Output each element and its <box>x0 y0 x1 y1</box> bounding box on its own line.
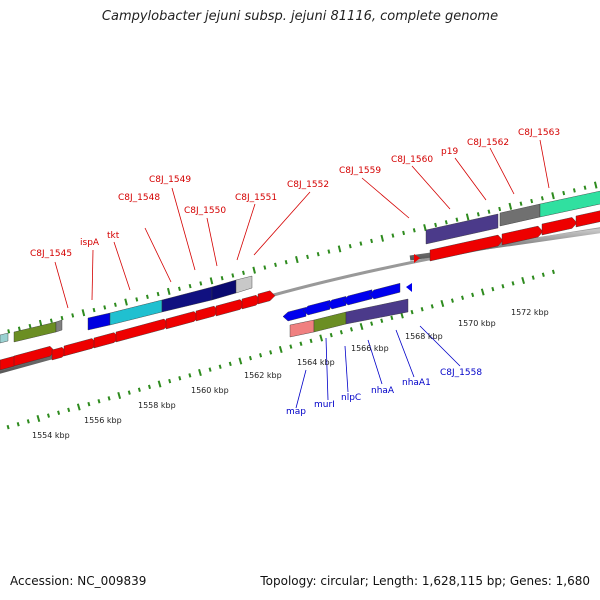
leader-line <box>395 329 415 378</box>
leader-line <box>367 339 383 385</box>
red-gene-arrow <box>429 234 504 262</box>
red-gene-arrow <box>115 318 170 343</box>
red-gene-arrow <box>575 210 600 228</box>
kbp-label: 1562 kbp <box>244 371 282 380</box>
gene-label: p19 <box>441 147 458 157</box>
tick-row-lower <box>6 269 555 430</box>
gene-label: C8J_1558 <box>440 368 482 378</box>
tick-layer <box>6 181 598 430</box>
gene-label: nhaA1 <box>402 378 431 388</box>
leader-line <box>171 187 196 271</box>
genome-summary: Topology: circular; Length: 1,628,115 bp… <box>260 574 590 588</box>
gene-label: nlpC <box>341 393 361 403</box>
tick-row-upper <box>7 181 598 334</box>
gene-feature <box>345 298 409 325</box>
leader-line <box>419 325 461 367</box>
red-gene-arrow <box>257 290 276 305</box>
leader-line <box>144 227 172 283</box>
leader-line <box>489 147 515 195</box>
leader-line <box>361 177 410 219</box>
blue-gene-arrow <box>368 282 401 300</box>
gene-feature <box>539 190 600 218</box>
red-gene-arrow <box>414 254 420 263</box>
gene-label: C8J_1563 <box>518 128 560 138</box>
gene-label: C8J_1560 <box>391 155 433 165</box>
blue-gene-arrow <box>282 307 307 322</box>
gene-feature <box>13 321 57 343</box>
gene-label: C8J_1552 <box>287 180 329 190</box>
gene-feature <box>211 279 237 301</box>
red-gene-arrow <box>93 332 120 349</box>
gene-feature <box>87 312 111 331</box>
label-layer: 1554 kbp 1556 kbp 1558 kbp 1560 kbp 1562 kbp… <box>30 128 560 440</box>
gene-label: C8J_1548 <box>118 193 160 203</box>
gene-feature <box>0 332 9 344</box>
kbp-label: 1568 kbp <box>405 332 443 341</box>
leader-line <box>539 139 550 189</box>
feature-layer <box>0 190 600 371</box>
map-title: Campylobacter jejuni subsp. jejuni 81116… <box>101 9 499 24</box>
gene-label: nhaA <box>371 386 395 396</box>
red-gene-arrow <box>501 225 544 246</box>
red-gene-arrow <box>541 217 578 236</box>
gene-label: C8J_1549 <box>149 175 191 185</box>
gene-feature <box>499 203 541 227</box>
kbp-label: 1564 kbp <box>297 358 335 367</box>
kbp-label: 1558 kbp <box>138 401 176 410</box>
leader-line <box>295 369 307 409</box>
accession-label: Accession: NC_009839 <box>10 574 147 588</box>
gene-feature <box>289 319 315 338</box>
blue-gene-arrow <box>302 300 331 316</box>
gene-feature <box>313 311 347 333</box>
kbp-label: 1560 kbp <box>191 386 229 395</box>
gene-label: ispA <box>80 238 100 248</box>
blue-gene-arrow <box>406 283 412 292</box>
gene-label: C8J_1559 <box>339 166 381 176</box>
gene-label: murI <box>314 400 335 410</box>
kbp-label: 1554 kbp <box>32 431 70 440</box>
gene-label: C8J_1551 <box>235 193 277 203</box>
gene-feature <box>425 213 499 245</box>
leader-line <box>325 337 329 401</box>
leader-line <box>411 165 451 210</box>
leader-line <box>253 191 311 256</box>
kbp-label: 1566 kbp <box>351 344 389 353</box>
gene-label: C8J_1550 <box>184 206 226 216</box>
blue-gene-arrow <box>326 296 347 310</box>
red-gene-arrow <box>215 299 246 317</box>
kbp-label: 1556 kbp <box>84 416 122 425</box>
blue-gene-arrow <box>342 289 373 306</box>
backbone-layer <box>0 227 600 374</box>
leader-line <box>54 261 69 309</box>
leader-line <box>113 241 131 291</box>
gene-label: C8J_1562 <box>467 138 509 148</box>
kbp-label: 1572 kbp <box>511 308 549 317</box>
leader-line <box>91 249 94 301</box>
kbp-label: 1570 kbp <box>458 319 496 328</box>
leader-line <box>454 157 487 201</box>
gene-label: tkt <box>107 231 120 241</box>
red-gene-arrow <box>195 305 220 322</box>
leader-line <box>206 217 218 267</box>
leader-line <box>344 345 349 393</box>
leader-line <box>236 203 256 261</box>
gene-feature <box>109 299 163 326</box>
gene-feature <box>55 319 63 333</box>
gene-feature <box>235 275 253 294</box>
gene-label: map <box>286 407 306 417</box>
red-gene-arrow <box>165 311 200 330</box>
red-gene-arrow <box>63 338 98 357</box>
label-line-layer <box>54 139 550 409</box>
gene-label: C8J_1545 <box>30 249 72 259</box>
